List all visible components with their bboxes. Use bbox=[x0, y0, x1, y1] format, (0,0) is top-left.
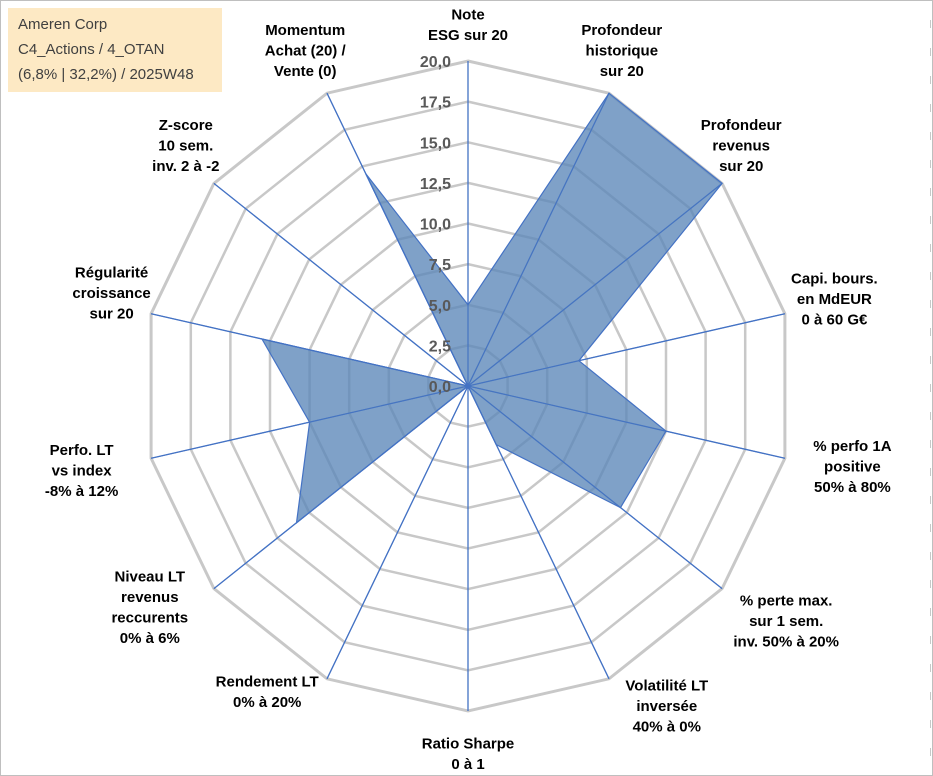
edge-dash bbox=[930, 188, 931, 196]
category-label-1: Profondeur bbox=[581, 22, 662, 39]
category-label-6: Volatilité LT bbox=[625, 678, 708, 695]
edge-dash bbox=[930, 412, 931, 420]
edge-dash bbox=[930, 664, 931, 672]
info-box: Ameren Corp C4_Actions / 4_OTAN (6,8% | … bbox=[8, 8, 222, 92]
company-name: Ameren Corp bbox=[18, 16, 108, 33]
scale-label: 5,0 bbox=[429, 298, 451, 315]
category-label-3: Capi. bours. bbox=[791, 271, 878, 288]
edge-dash bbox=[930, 272, 931, 280]
category-label-10: -8% à 12% bbox=[45, 483, 118, 500]
radar-category-labels: Note ESG sur 20 Profondeur historique sur 20… bbox=[45, 7, 892, 774]
category-label-1: historique bbox=[586, 43, 659, 60]
edge-dash bbox=[930, 328, 931, 336]
category-label-5: inv. 50% à 20% bbox=[733, 633, 839, 650]
category-label-12: inv. 2 à -2 bbox=[152, 158, 219, 175]
edge-dash bbox=[930, 76, 931, 84]
category-label-9: revenus bbox=[121, 589, 179, 606]
spoke-overlay-3 bbox=[467, 313, 786, 387]
scale-label: 10,0 bbox=[420, 217, 451, 234]
category-label-2: Profondeur bbox=[701, 117, 782, 134]
scale-label: 17,5 bbox=[420, 95, 451, 112]
edge-dash bbox=[930, 104, 931, 112]
category-label-10: Perfo. LT bbox=[50, 442, 114, 459]
category-label-13: Achat (20) / bbox=[265, 43, 347, 60]
edge-dash bbox=[930, 20, 931, 28]
edge-dash bbox=[930, 48, 931, 56]
category-label-11: Régularité bbox=[75, 265, 148, 282]
scale-label: 15,0 bbox=[420, 135, 451, 152]
spoke-overlay-6 bbox=[467, 385, 610, 680]
category-label-5: % perte max. bbox=[740, 592, 833, 609]
category-label-6: inversée bbox=[636, 698, 697, 715]
spoke-overlay-9 bbox=[213, 385, 469, 589]
edge-dash bbox=[930, 384, 931, 392]
radar-series bbox=[150, 61, 786, 711]
category-label-1: sur 20 bbox=[600, 63, 644, 80]
category-label-12: Z-score bbox=[159, 117, 213, 134]
category-label-4: % perfo 1A bbox=[813, 438, 892, 455]
portfolio-name: C4_Actions / 4_OTAN bbox=[18, 41, 165, 58]
category-label-8: 0% à 20% bbox=[233, 694, 301, 711]
spoke-overlay-1 bbox=[467, 92, 610, 387]
scale-label: 0,0 bbox=[429, 379, 451, 396]
spoke-overlay-13 bbox=[326, 92, 469, 387]
category-label-0: ESG sur 20 bbox=[428, 27, 508, 44]
spoke-overlay-11 bbox=[150, 313, 469, 387]
edge-dash bbox=[930, 552, 931, 560]
edge-dash bbox=[930, 468, 931, 476]
category-label-0: Note bbox=[451, 7, 484, 24]
category-label-3: en MdEUR bbox=[797, 291, 872, 308]
spoke-overlay-2 bbox=[467, 183, 723, 387]
category-label-11: sur 20 bbox=[89, 306, 133, 323]
spoke-overlay-4 bbox=[467, 385, 786, 459]
spoke-overlay-12 bbox=[213, 183, 469, 387]
category-label-10: vs index bbox=[52, 463, 113, 480]
radar-scale-labels: 0,0 2,5 5,0 7,5 10,0 12,5 15,0 17,5 20,0 bbox=[420, 54, 451, 396]
edge-dash bbox=[930, 440, 931, 448]
edge-dash bbox=[930, 300, 931, 308]
category-label-13: Vente (0) bbox=[274, 63, 337, 80]
edge-dash bbox=[930, 608, 931, 616]
scale-label: 2,5 bbox=[429, 338, 451, 355]
category-label-6: 40% à 0% bbox=[633, 719, 701, 736]
category-label-4: 50% à 80% bbox=[814, 479, 891, 496]
edge-dash bbox=[930, 216, 931, 224]
spoke-overlay-10 bbox=[150, 385, 469, 459]
category-label-2: sur 20 bbox=[719, 158, 763, 175]
edge-dash bbox=[930, 580, 931, 588]
category-label-9: reccurents bbox=[111, 609, 188, 626]
category-label-2: revenus bbox=[712, 138, 770, 155]
category-label-12: 10 sem. bbox=[158, 138, 213, 155]
edge-dash bbox=[930, 160, 931, 168]
category-label-3: 0 à 60 G€ bbox=[801, 312, 868, 329]
category-label-8: Rendement LT bbox=[216, 674, 319, 691]
spoke-overlay-8 bbox=[326, 385, 469, 680]
edge-dash bbox=[930, 356, 931, 364]
scale-label: 20,0 bbox=[420, 54, 451, 71]
category-label-9: 0% à 6% bbox=[120, 630, 180, 647]
category-label-9: Niveau LT bbox=[115, 568, 186, 585]
edge-dash bbox=[930, 720, 931, 728]
category-label-4: positive bbox=[824, 459, 881, 476]
edge-dash bbox=[930, 244, 931, 252]
edge-dash bbox=[930, 496, 931, 504]
edge-dash bbox=[930, 748, 931, 756]
spoke-overlay-5 bbox=[467, 385, 723, 589]
category-label-5: sur 1 sem. bbox=[749, 613, 823, 630]
edge-dash bbox=[930, 636, 931, 644]
category-label-7: Ratio Sharpe bbox=[422, 736, 515, 753]
category-label-11: croissance bbox=[72, 285, 150, 302]
category-label-13: Momentum bbox=[265, 22, 345, 39]
edge-dash bbox=[930, 524, 931, 532]
scale-label: 12,5 bbox=[420, 176, 451, 193]
right-edge-dashes bbox=[925, 20, 931, 760]
portfolio-details: (6,8% | 32,2%) / 2025W48 bbox=[18, 66, 194, 83]
edge-dash bbox=[930, 692, 931, 700]
category-label-7: 0 à 1 bbox=[451, 756, 484, 773]
edge-dash bbox=[930, 132, 931, 140]
scale-label: 7,5 bbox=[429, 257, 451, 274]
